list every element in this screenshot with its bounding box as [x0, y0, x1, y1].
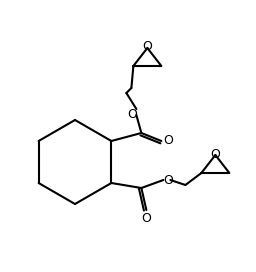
- Text: O: O: [142, 41, 152, 54]
- Text: O: O: [163, 134, 173, 147]
- Text: O: O: [141, 212, 151, 224]
- Text: O: O: [210, 147, 220, 160]
- Text: O: O: [127, 107, 137, 120]
- Text: O: O: [163, 174, 173, 187]
